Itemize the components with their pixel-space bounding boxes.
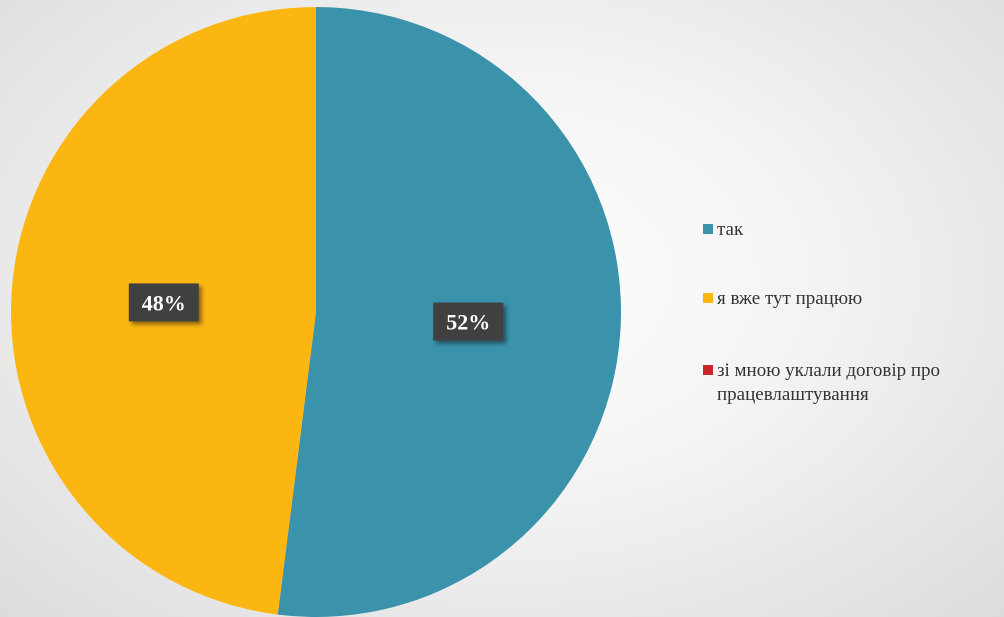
legend-swatch	[703, 224, 713, 234]
svg-text:52%: 52%	[446, 310, 490, 335]
data-label-already-working: 48%	[128, 283, 199, 322]
legend-item-tak: так	[703, 218, 1004, 242]
legend-item-contract-signed: зі мною уклали договір про працевлаштува…	[703, 359, 1004, 407]
data-label-tak: 52%	[433, 302, 504, 341]
legend-label: зі мною уклали договір про працевлаштува…	[717, 360, 941, 405]
svg-text:48%: 48%	[142, 290, 186, 315]
legend-label: я вже тут працюю	[717, 288, 863, 309]
legend-label: так	[717, 219, 744, 240]
legend-item-already-working: я вже тут працюю	[703, 287, 1004, 311]
legend-swatch	[703, 365, 713, 375]
legend-swatch	[703, 293, 713, 303]
